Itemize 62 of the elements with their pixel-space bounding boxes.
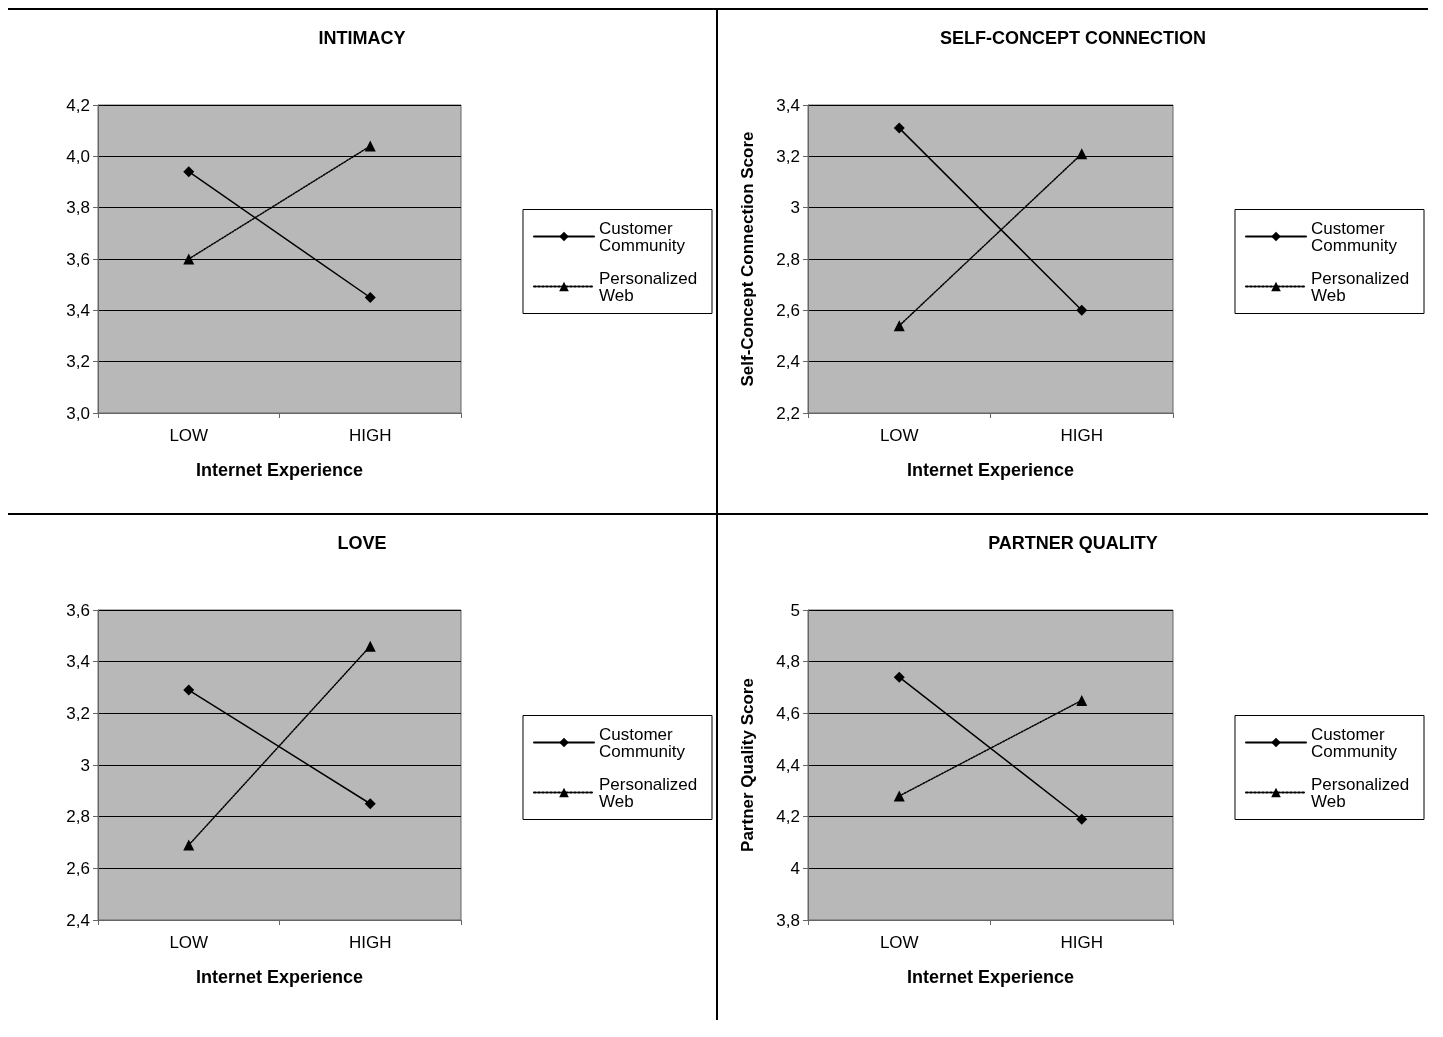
y-tick-label: 3,6 <box>66 600 90 620</box>
legend-label: Customer Community <box>1311 218 1398 255</box>
y-axis-title: Self-Concept Connection Score <box>738 131 757 387</box>
x-tick-label: HIGH <box>1060 933 1103 952</box>
y-tick-label: 4,4 <box>776 755 800 775</box>
y-tick-label: 3 <box>790 198 800 218</box>
y-tick-label: 3,8 <box>66 198 90 218</box>
x-tick-label: LOW <box>169 933 209 952</box>
y-tick-label: 3,4 <box>776 95 800 115</box>
legend-label: Customer Community <box>1311 724 1398 761</box>
y-tick-label: 4,6 <box>776 703 800 723</box>
x-axis-title: Internet Experience <box>906 460 1075 480</box>
y-tick-label: 3,4 <box>66 652 90 672</box>
y-tick-label: 3,8 <box>776 910 800 930</box>
y-tick-label: 4,2 <box>776 807 800 827</box>
x-axis-title: Internet Experience <box>195 460 364 480</box>
y-tick-label: 3,0 <box>66 403 90 423</box>
x-axis-title: Internet Experience <box>906 967 1075 987</box>
y-tick-label: 4,2 <box>66 95 90 115</box>
legend-label: Personalized Web <box>1311 774 1415 811</box>
y-axis-title: Partner Quality Score <box>738 678 757 852</box>
y-tick-label: 5 <box>790 600 800 620</box>
y-tick-label: 2,8 <box>66 807 90 827</box>
y-tick-label: 2,2 <box>776 403 800 423</box>
legend-label: Personalized Web <box>599 268 703 305</box>
x-tick-label: HIGH <box>349 426 392 445</box>
point <box>183 684 195 696</box>
point <box>893 122 905 134</box>
y-tick-label: 3 <box>80 755 90 775</box>
point <box>364 292 376 303</box>
y-tick-label: 4,8 <box>776 652 800 672</box>
point <box>1076 304 1088 316</box>
y-tick-label: 3,6 <box>66 249 90 269</box>
y-tick-label: 2,8 <box>776 249 800 269</box>
legend-label: Customer Community <box>599 724 686 761</box>
y-tick-label: 2,6 <box>776 300 800 320</box>
point <box>1076 813 1088 825</box>
y-tick-label: 4 <box>790 858 800 878</box>
y-tick-label: 2,4 <box>66 910 90 930</box>
legend-label: Personalized Web <box>599 774 703 811</box>
y-tick-label: 2,6 <box>66 858 90 878</box>
chart-title: SELF-CONCEPT CONNECTION <box>939 28 1207 48</box>
y-tick-label: 2,4 <box>776 352 800 372</box>
x-axis-title: Internet Experience <box>195 967 364 987</box>
y-tick-label: 4,0 <box>66 146 90 166</box>
x-tick-label: LOW <box>879 426 919 445</box>
x-tick-label: LOW <box>169 426 209 445</box>
x-tick-label: LOW <box>879 933 919 952</box>
point <box>893 671 905 683</box>
y-tick-label: 3,2 <box>66 703 90 723</box>
point <box>364 798 376 810</box>
y-tick-label: 3,2 <box>66 352 90 372</box>
y-tick-label: 3,2 <box>776 146 800 166</box>
y-tick-label: 3,4 <box>66 300 90 320</box>
x-tick-label: HIGH <box>1060 426 1103 445</box>
legend-label: Customer Community <box>599 218 686 255</box>
chart-title: INTIMACY <box>318 28 406 48</box>
point <box>183 166 195 178</box>
chart-title: LOVE <box>337 533 387 553</box>
x-tick-label: HIGH <box>349 933 392 952</box>
legend-label: Personalized Web <box>1311 268 1415 305</box>
chart-title: PARTNER QUALITY <box>988 533 1158 553</box>
